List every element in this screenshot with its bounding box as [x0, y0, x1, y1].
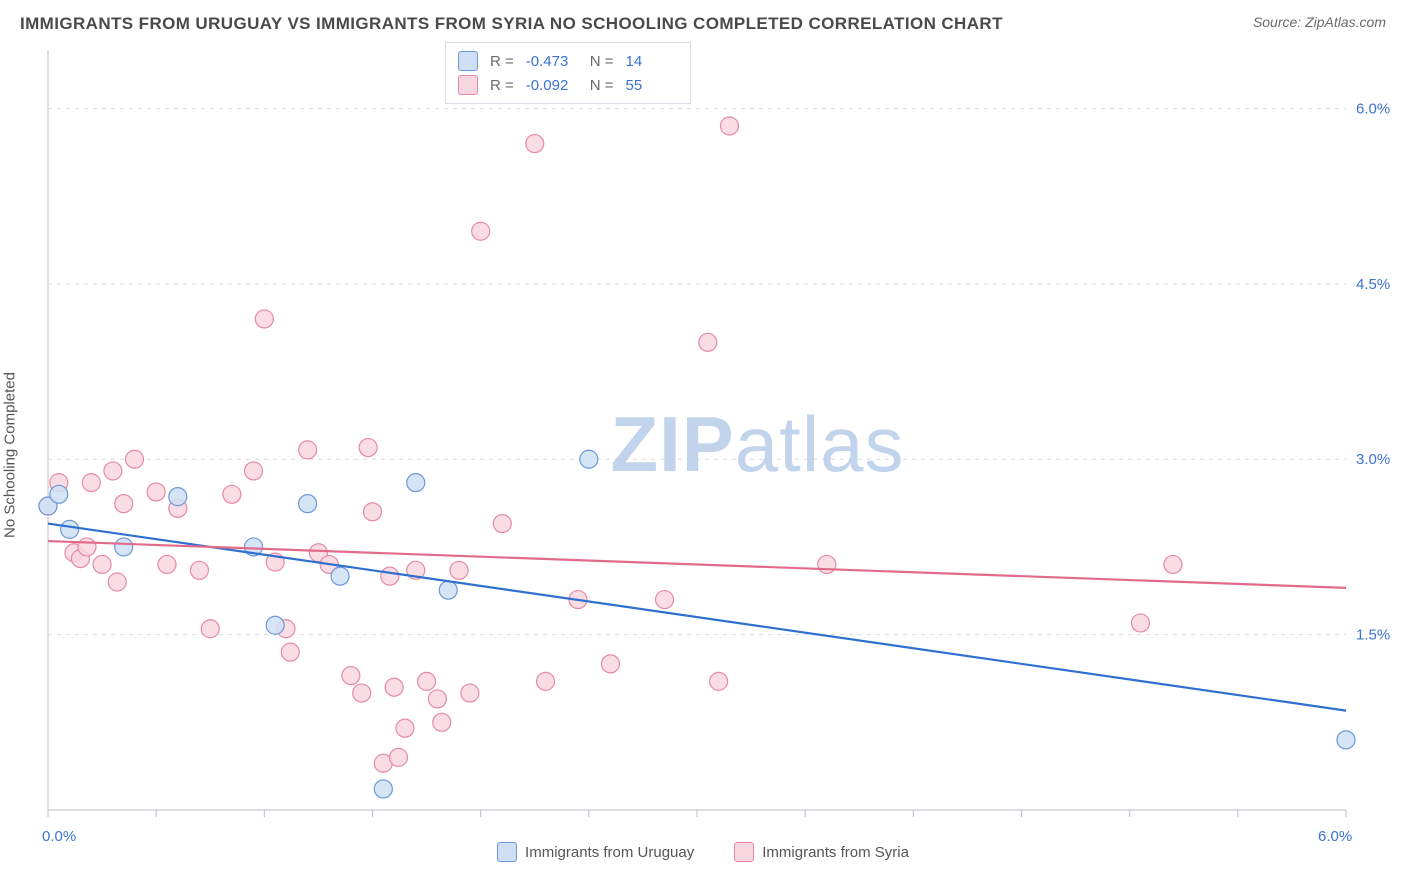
legend-stats-row: R = -0.092 N = 55 [458, 73, 678, 97]
swatch-syria [458, 75, 478, 95]
n-value: 55 [626, 77, 678, 94]
n-label: N = [590, 77, 614, 94]
r-label: R = [490, 53, 514, 70]
n-value: 14 [626, 53, 678, 70]
chart-area: No Schooling Completed 1.5% 3.0% 4.5% 6.0% Z… [0, 40, 1406, 870]
r-value: -0.473 [526, 53, 578, 70]
y-axis-label: No Schooling Completed [2, 372, 19, 538]
swatch-uruguay [458, 51, 478, 71]
legend-label: Immigrants from Uruguay [525, 844, 694, 861]
legend-label: Immigrants from Syria [762, 844, 909, 861]
chart-title: IMMIGRANTS FROM URUGUAY VS IMMIGRANTS FR… [20, 14, 1003, 34]
scatter-plot: 1.5% 3.0% 4.5% 6.0% ZIPatlas [0, 40, 1406, 870]
legend-stats-row: R = -0.473 N = 14 [458, 49, 678, 73]
svg-text:6.0%: 6.0% [1356, 100, 1390, 117]
source: Source: ZipAtlas.com [1253, 14, 1386, 30]
header: IMMIGRANTS FROM URUGUAY VS IMMIGRANTS FR… [0, 0, 1406, 40]
source-label: Source: [1253, 14, 1305, 30]
x-axis-max-label: 6.0% [1318, 828, 1352, 845]
svg-text:3.0%: 3.0% [1356, 451, 1390, 468]
svg-text:4.5%: 4.5% [1356, 276, 1390, 293]
r-label: R = [490, 77, 514, 94]
legend-bottom: Immigrants from Uruguay Immigrants from … [0, 838, 1406, 870]
legend-stats: R = -0.473 N = 14 R = -0.092 N = 55 [445, 42, 691, 104]
svg-text:1.5%: 1.5% [1356, 627, 1390, 644]
n-label: N = [590, 53, 614, 70]
swatch-syria [734, 842, 754, 862]
r-value: -0.092 [526, 77, 578, 94]
x-axis-min-label: 0.0% [42, 828, 76, 845]
legend-item-syria: Immigrants from Syria [734, 842, 909, 862]
source-name: ZipAtlas.com [1305, 14, 1386, 30]
legend-item-uruguay: Immigrants from Uruguay [497, 842, 694, 862]
swatch-uruguay [497, 842, 517, 862]
svg-text:ZIPatlas: ZIPatlas [610, 400, 904, 488]
